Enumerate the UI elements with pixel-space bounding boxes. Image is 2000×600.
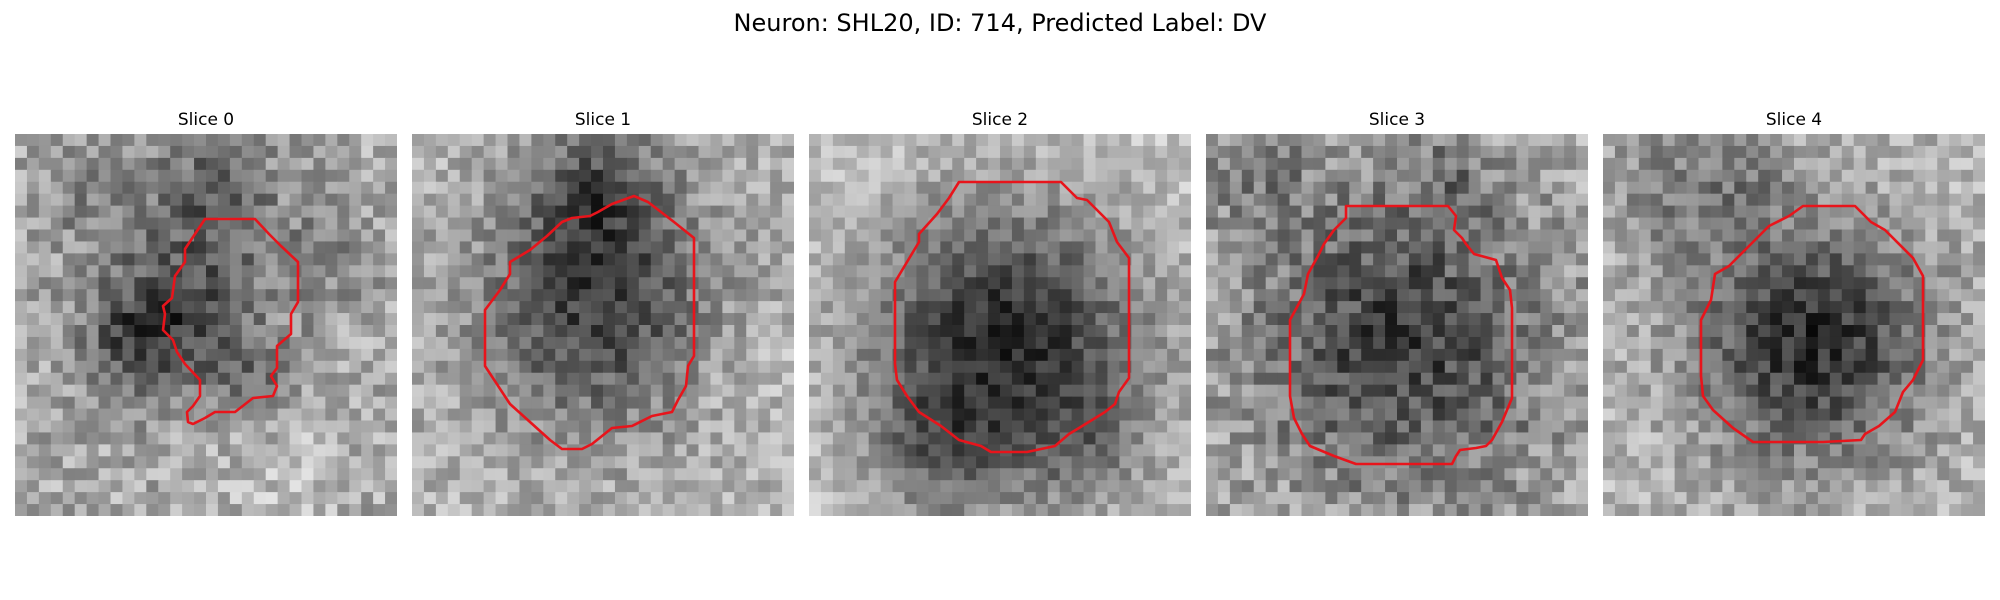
slice-title-4: Slice 4 — [1765, 110, 1823, 130]
slice-panel-4: Slice 4 — [1603, 108, 1985, 516]
slice-panel-1: Slice 1 — [412, 108, 794, 516]
grayscale-image — [15, 134, 397, 516]
roi-contour — [161, 217, 300, 426]
roi-contour — [483, 194, 696, 451]
slice-panel-0: Slice 0 — [15, 108, 397, 516]
figure-title: Neuron: SHL20, ID: 714, Predicted Label:… — [733, 9, 1267, 37]
slice-image-1 — [412, 134, 794, 516]
slice-title-3: Slice 3 — [1368, 110, 1426, 130]
grayscale-image — [1206, 134, 1588, 516]
slice-image-3 — [1206, 134, 1588, 516]
slice-panel-3: Slice 3 — [1206, 108, 1588, 516]
roi-contour — [893, 180, 1131, 454]
grayscale-image — [1603, 134, 1985, 516]
slice-image-4 — [1603, 134, 1985, 516]
grayscale-image — [809, 134, 1191, 516]
slice-title-2: Slice 2 — [971, 110, 1029, 130]
slice-title-0: Slice 0 — [177, 110, 235, 130]
slice-panel-2: Slice 2 — [809, 108, 1191, 516]
roi-contour — [1699, 204, 1925, 444]
grayscale-image — [412, 134, 794, 516]
roi-contour — [1288, 204, 1514, 466]
slice-image-2 — [809, 134, 1191, 516]
slice-image-0 — [15, 134, 397, 516]
slice-title-1: Slice 1 — [574, 110, 632, 130]
